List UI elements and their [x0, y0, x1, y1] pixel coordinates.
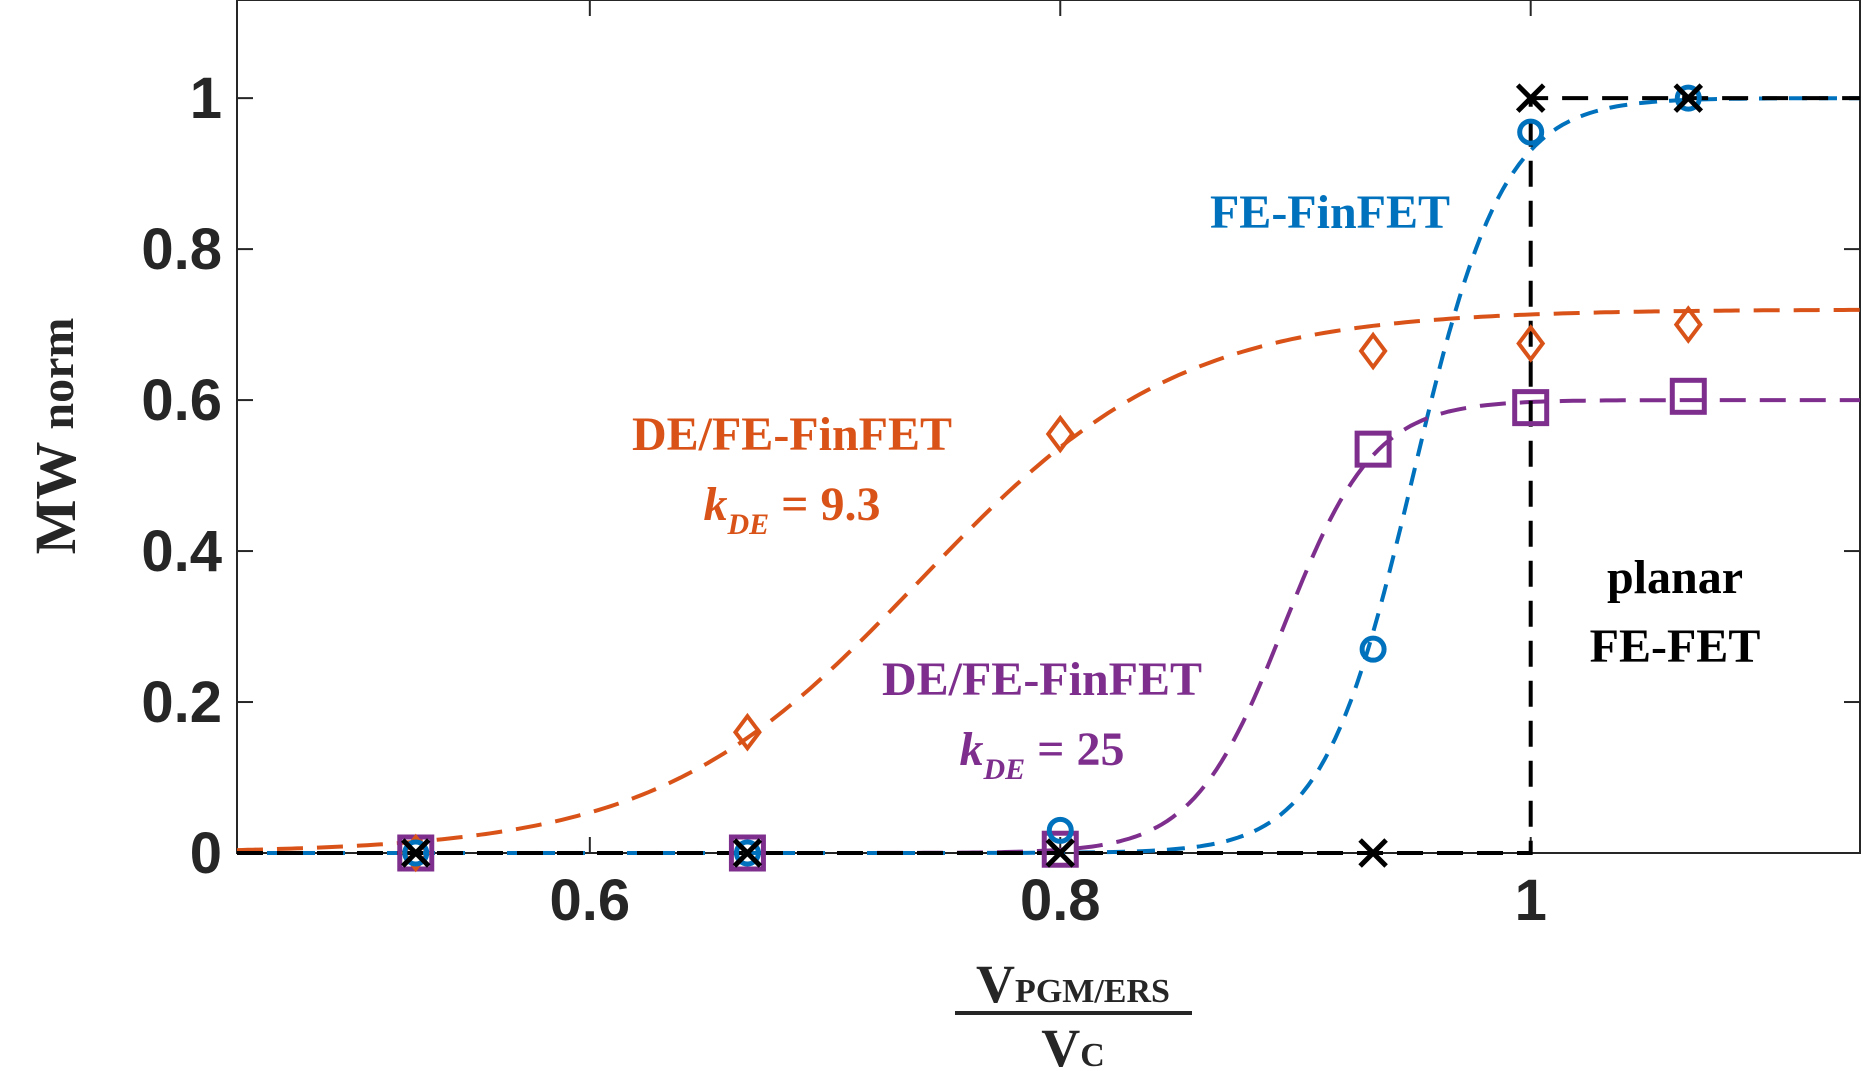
marker-de25: [1354, 430, 1392, 468]
marker-de25: [1512, 389, 1550, 427]
data-markers: [397, 83, 1707, 873]
marker-de93: [1673, 305, 1703, 344]
marker-planar: [1358, 838, 1388, 868]
marker-fe_finfet: [1674, 84, 1702, 112]
annotation-planar-line2: FE-FET: [1590, 620, 1761, 673]
x-tick-label: 1: [1515, 868, 1547, 933]
y-tick-label: 0.4: [141, 519, 222, 584]
y-tick-label: 0.6: [141, 368, 222, 433]
y-tick-label: 1: [190, 66, 222, 131]
marker-planar: [1673, 83, 1704, 113]
annotation-de25-title: DE/FE-FinFET: [882, 653, 1202, 706]
marker-planar: [400, 838, 431, 868]
marker-de93: [1045, 414, 1075, 454]
step-curve-planar: [237, 96, 1860, 855]
x-tick-label: 0.6: [550, 868, 631, 933]
fit-curve-de93: [236, 307, 1860, 853]
fit-curves: [236, 96, 1860, 855]
marker-de25: [728, 834, 766, 872]
annotation-de93-k: kDE = 9.3: [703, 478, 880, 541]
annotation-de93-title: DE/FE-FinFET: [632, 408, 952, 461]
axis-tick-labels: 0.6 0.8 1 0 0.2 0.4 0.6 0.8 1: [141, 66, 1546, 933]
marker-planar: [732, 838, 763, 868]
marker-fe_finfet: [733, 839, 761, 867]
y-tick-label: 0.2: [141, 670, 222, 735]
y-tick-label: 0.8: [141, 217, 222, 282]
y-tick-label: 0: [190, 821, 222, 886]
marker-fe_finfet: [402, 839, 430, 867]
marker-fe_finfet: [1046, 816, 1074, 844]
marker-de93: [732, 712, 762, 752]
annotation-fe-finfet: FE-FinFET: [1210, 186, 1450, 239]
annotation-planar-line1: planar: [1607, 551, 1743, 604]
marker-planar: [1045, 838, 1076, 868]
marker-de93: [1358, 331, 1388, 371]
x-axis-label-numerator: VPGM/ERS: [976, 954, 1170, 1014]
marker-de25: [1041, 830, 1079, 868]
fit-curve-de25: [237, 398, 1860, 855]
marker-de25: [1669, 377, 1707, 415]
y-axis-label: MW norm: [23, 318, 88, 555]
marker-fe_finfet: [1359, 635, 1387, 663]
x-axis-label-denominator: VC: [1041, 1018, 1105, 1071]
annotation-de25-k: kDE = 25: [959, 723, 1124, 786]
marker-fe_finfet: [1517, 118, 1545, 146]
marker-planar: [1515, 83, 1546, 113]
x-tick-label: 0.8: [1020, 868, 1101, 933]
marker-de93: [1516, 324, 1546, 363]
